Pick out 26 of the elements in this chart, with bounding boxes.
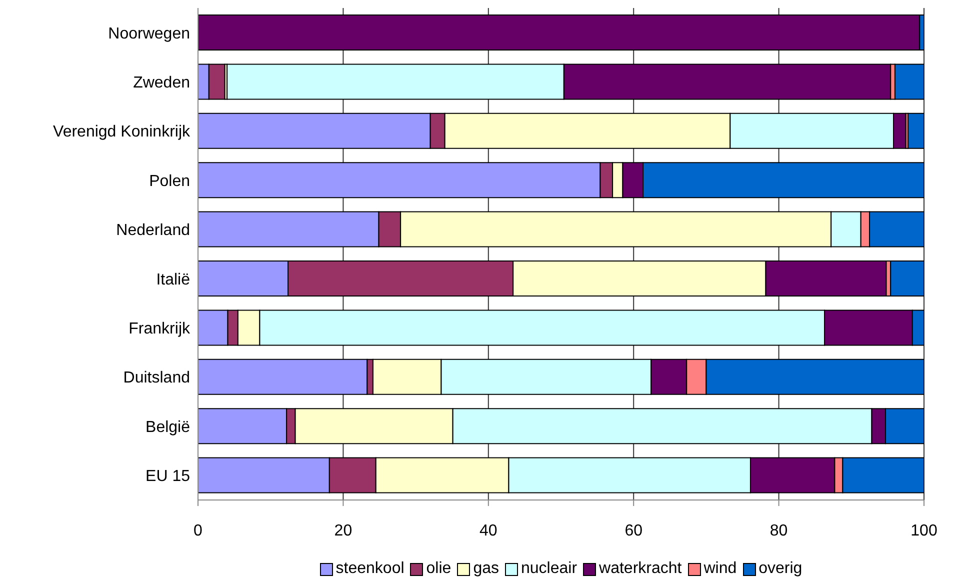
legend-label: wind: [704, 560, 737, 578]
legend-label: olie: [426, 560, 452, 578]
legend-label: gas: [473, 560, 499, 578]
y-tick-label: Frankrijk: [128, 320, 191, 338]
y-tick-label: Zweden: [133, 74, 190, 92]
y-tick-label: EU 15: [146, 468, 190, 486]
x-tick-label: 100: [910, 522, 938, 540]
x-tick-label: 20: [334, 522, 352, 540]
y-tick-label: België: [146, 418, 190, 436]
x-tick-label: 0: [194, 522, 203, 540]
y-tick-label: Nederland: [116, 222, 190, 240]
bar: [198, 14, 920, 50]
y-tick-label: Duitsland: [123, 370, 190, 387]
legend-label: overig: [758, 560, 802, 578]
y-tick-label: Polen: [149, 172, 190, 190]
bar: [908, 112, 924, 149]
y-tick-label: Italië: [156, 271, 190, 288]
bar: [894, 64, 924, 100]
x-tick-label: 40: [480, 522, 498, 540]
y-tick-label: Verenigd Koninkrijk: [53, 124, 191, 141]
x-tick-label: 60: [624, 522, 643, 540]
y-tick-label: Noorwegen: [108, 25, 190, 42]
legend-label: waterkracht: [599, 560, 682, 578]
x-tick-label: 80: [770, 522, 788, 540]
legend-label: steenkool: [336, 560, 404, 578]
legend-label: nucleair: [520, 560, 578, 578]
